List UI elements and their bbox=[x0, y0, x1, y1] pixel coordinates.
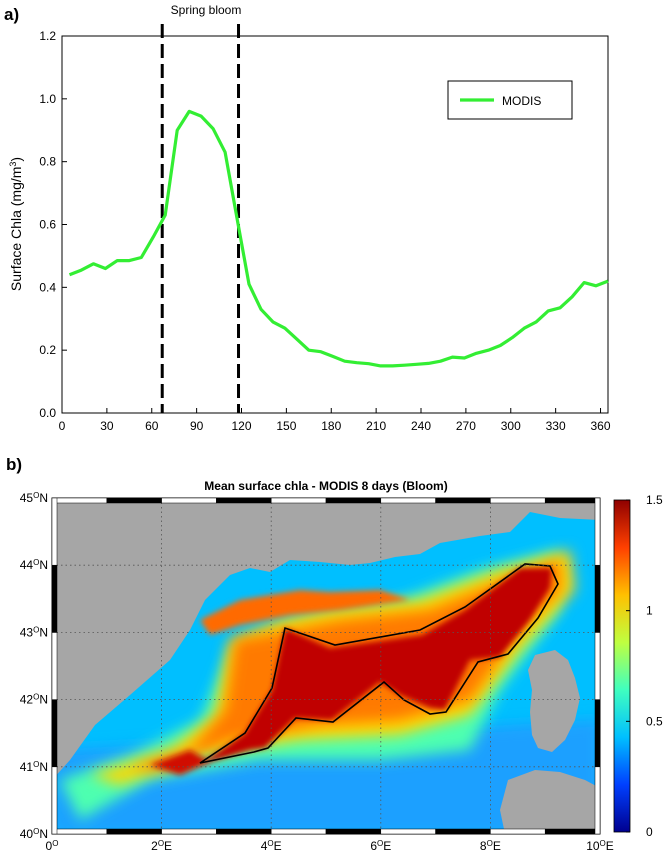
frame-segment-bottom bbox=[161, 828, 217, 835]
land-corsica bbox=[528, 650, 580, 752]
legend-label-modis: MODIS bbox=[502, 94, 541, 108]
frame-segment-top bbox=[435, 497, 491, 504]
frame-segment-top bbox=[380, 497, 436, 504]
map-y-tick-label: 41ON bbox=[20, 759, 48, 774]
x-tick-label: 60 bbox=[145, 419, 159, 433]
spring-bloom-markers bbox=[160, 24, 241, 413]
x-tick-label: 0 bbox=[59, 419, 66, 433]
map-y-tick-label: 42ON bbox=[20, 692, 48, 707]
frame-segment-top bbox=[325, 497, 382, 504]
modis-series-line bbox=[68, 109, 609, 368]
x-tick-label: 240 bbox=[411, 419, 431, 433]
frame-segment-top bbox=[106, 497, 162, 504]
frame-segment-top bbox=[51, 497, 108, 504]
colorbar-ticks: 0 0.5 1 1.5 bbox=[626, 493, 663, 839]
frame-segment-top bbox=[544, 497, 601, 504]
frame-segment-right bbox=[594, 497, 601, 566]
x-tick-label: 120 bbox=[231, 419, 251, 433]
bloom-region-outline bbox=[199, 563, 559, 764]
x-tick-label: 300 bbox=[501, 419, 521, 433]
chla-field bbox=[52, 550, 600, 834]
chla-map: b) Mean surface chla - MODIS 8 days (Blo… bbox=[6, 455, 663, 854]
x-tick-label: 210 bbox=[366, 419, 386, 433]
map-y-tick-label: 43ON bbox=[20, 625, 48, 640]
colorbar-tick-label: 1 bbox=[646, 604, 653, 618]
x-tick-label: 150 bbox=[276, 419, 296, 433]
map-axis-labels: 0O 2OE 4OE 6OE 8OE 10OE 40ON 41ON 42ON 43ON 44ON 45… bbox=[20, 491, 614, 854]
map-x-tick-label: 6OE bbox=[370, 839, 391, 854]
frame-segment-bottom bbox=[51, 828, 108, 835]
frame-segment-right bbox=[594, 564, 601, 633]
y-axis-label: Surface Chla (mg/m3) bbox=[8, 157, 24, 291]
map-y-tick-label: 45ON bbox=[20, 491, 48, 506]
y-tick-label: 0.8 bbox=[39, 155, 56, 169]
y-tick-label: 0.6 bbox=[39, 218, 56, 232]
frame-segment-left bbox=[51, 497, 58, 566]
map-x-tick-label: 4OE bbox=[261, 839, 282, 854]
frame-segment-left bbox=[51, 632, 58, 700]
x-tick-label: 90 bbox=[190, 419, 204, 433]
x-tick-label: 360 bbox=[591, 419, 611, 433]
frame-segment-right bbox=[594, 699, 601, 768]
land-sardinia bbox=[500, 770, 600, 834]
frame-segment-right bbox=[594, 766, 601, 835]
map-x-tick-label: 8OE bbox=[480, 839, 501, 854]
map-x-tick-label: 2OE bbox=[151, 839, 172, 854]
map-x-tick-label: 0O bbox=[46, 839, 59, 854]
colorbar bbox=[613, 499, 631, 833]
frame-segment-top bbox=[216, 497, 272, 504]
panel-a-label: a) bbox=[4, 5, 19, 24]
map-gridlines bbox=[52, 498, 600, 834]
map-frame-ticks bbox=[51, 497, 601, 835]
frame-segment-top bbox=[161, 497, 217, 504]
map-title: Mean surface chla - MODIS 8 days (Bloom) bbox=[204, 479, 447, 493]
y-tick-label: 1.0 bbox=[39, 92, 56, 106]
x-tick-label: 270 bbox=[456, 419, 476, 433]
frame-segment-bottom bbox=[544, 828, 601, 835]
colorbar-tick-label: 0 bbox=[646, 825, 653, 839]
frame-segment-right bbox=[594, 632, 601, 700]
frame-segment-bottom bbox=[325, 828, 382, 835]
frame-segment-left bbox=[51, 766, 58, 835]
frame-segment-top bbox=[490, 497, 546, 504]
y-tick-label: 0.4 bbox=[39, 280, 56, 294]
chla-coastal-strip bbox=[200, 590, 410, 635]
x-tick-label: 30 bbox=[100, 419, 114, 433]
frame-segment-top bbox=[270, 497, 327, 504]
map-y-tick-label: 44ON bbox=[20, 558, 48, 573]
frame-segment-bottom bbox=[380, 828, 436, 835]
frame-segment-left bbox=[51, 699, 58, 768]
panel-b-label: b) bbox=[6, 455, 22, 474]
y-tick-label: 0.2 bbox=[39, 343, 56, 357]
legend: MODIS bbox=[447, 80, 573, 120]
colorbar-tick-label: 1.5 bbox=[646, 493, 663, 507]
map-field bbox=[52, 498, 600, 834]
frame-segment-bottom bbox=[435, 828, 491, 835]
spring-bloom-label: Spring bloom bbox=[171, 3, 242, 17]
map-x-tick-label: 10OE bbox=[586, 839, 614, 854]
colorbar-tick-label: 0.5 bbox=[646, 714, 663, 728]
frame-segment-bottom bbox=[106, 828, 162, 835]
chla-red-core bbox=[202, 568, 552, 763]
land-iberia-france bbox=[52, 498, 600, 780]
chla-line-chart: a) 0 30 60 90 120 150 180 210 240 270 300 330 360 0.0… bbox=[4, 3, 611, 433]
x-tick-label: 180 bbox=[321, 419, 341, 433]
frame-segment-left bbox=[51, 564, 58, 633]
x-tick-label: 330 bbox=[546, 419, 566, 433]
land bbox=[52, 498, 600, 834]
frame-segment-bottom bbox=[216, 828, 272, 835]
axis-ticks: 0 30 60 90 120 150 180 210 240 270 300 330 360 0.0 0.2… bbox=[39, 29, 611, 433]
frame-segment-bottom bbox=[490, 828, 546, 835]
y-tick-label: 1.2 bbox=[39, 29, 56, 43]
frame-segment-bottom bbox=[270, 828, 327, 835]
map-y-tick-label: 40ON bbox=[20, 827, 48, 842]
chla-red-west bbox=[150, 750, 210, 775]
y-tick-label: 0.0 bbox=[39, 406, 56, 420]
